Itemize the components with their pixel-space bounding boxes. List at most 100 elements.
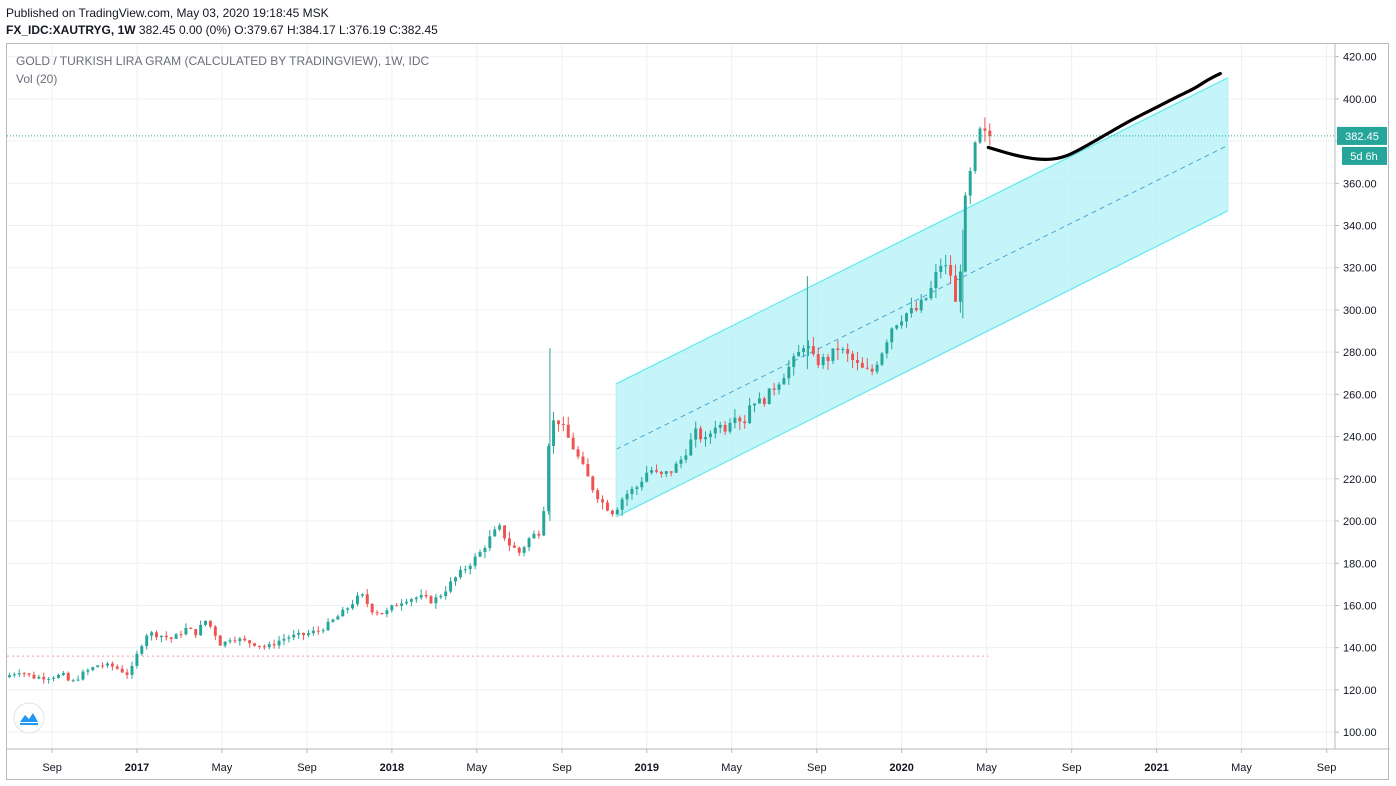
y-tick-label: 420.00 xyxy=(1343,52,1377,64)
y-tick-label: 400.00 xyxy=(1343,94,1377,106)
candle-body xyxy=(713,427,717,434)
candle-body xyxy=(954,275,957,302)
candle-body xyxy=(257,645,261,647)
candle-body xyxy=(802,348,806,352)
projection-curve[interactable] xyxy=(986,71,1222,161)
candle-body xyxy=(615,509,619,515)
candle-body xyxy=(194,629,198,636)
candle-body xyxy=(900,321,904,326)
candle-body xyxy=(140,646,144,654)
candle-body xyxy=(924,298,928,300)
candle-body xyxy=(277,640,281,646)
candle-body xyxy=(189,627,193,630)
candle-body xyxy=(767,388,771,405)
candle-body xyxy=(56,674,60,678)
parallel-channel[interactable] xyxy=(615,77,1229,518)
candle-body xyxy=(905,313,908,322)
candle-body xyxy=(591,476,595,491)
candle-body xyxy=(797,351,801,357)
candle-body xyxy=(571,437,575,450)
candle-body xyxy=(7,675,11,678)
x-tick-label: 2017 xyxy=(125,762,149,774)
candle-body xyxy=(792,356,796,367)
time-axis[interactable]: Sep 2017 May Sep 2018 May Sep 2019 May Sep 2020 May… xyxy=(42,749,1336,774)
volume-indicator-label[interactable]: Vol (20) xyxy=(16,72,57,86)
candle-body xyxy=(811,346,815,355)
candle-body xyxy=(645,472,649,482)
candle-body xyxy=(561,424,565,426)
price-axis[interactable]: 100.00 120.00 140.00 160.00 180.00 200.00 220.… xyxy=(1335,52,1377,739)
candle-body xyxy=(576,449,580,457)
candle-body xyxy=(449,581,453,592)
candle-body xyxy=(409,599,413,602)
tradingview-logo-icon[interactable] xyxy=(13,702,45,734)
candle-body xyxy=(164,635,168,638)
candle-body xyxy=(61,672,65,675)
projection-path xyxy=(986,71,1222,161)
candle-body xyxy=(507,538,511,546)
candle-body xyxy=(238,638,242,641)
candle-body xyxy=(968,170,972,196)
candle-body xyxy=(846,349,850,354)
candle-body xyxy=(679,459,683,464)
candle-body xyxy=(640,481,644,488)
y-tick-label: 340.00 xyxy=(1343,221,1377,233)
candle-body xyxy=(439,595,443,598)
last-price-value: 382.45 xyxy=(1345,131,1379,143)
candle-body xyxy=(708,433,712,438)
candle-body xyxy=(684,455,688,460)
last-price-tag: 382.45 5d 6h xyxy=(1337,126,1387,165)
candle-body xyxy=(556,420,560,425)
candle-body xyxy=(385,610,389,615)
candle-body xyxy=(880,353,884,365)
x-tick-label: Sep xyxy=(552,762,572,774)
candle-body xyxy=(860,362,864,368)
candle-body xyxy=(356,595,359,605)
y-tick-label: 140.00 xyxy=(1343,643,1377,655)
candle-body xyxy=(596,490,600,500)
candle-body xyxy=(914,307,918,311)
candle-body xyxy=(47,678,51,680)
channel-median-line xyxy=(615,144,1229,450)
candle-body xyxy=(424,595,428,597)
candle-body xyxy=(32,674,36,679)
symbol-name[interactable]: FX_IDC:XAUTRYG, 1W xyxy=(6,23,136,37)
candle-body xyxy=(110,663,114,667)
candle-body xyxy=(248,640,252,644)
candle-body xyxy=(757,398,761,404)
candle-body xyxy=(106,663,109,666)
candle-body xyxy=(125,672,129,675)
candle-body xyxy=(919,299,923,311)
x-tick-label: Sep xyxy=(42,762,62,774)
candle-body xyxy=(434,597,438,604)
y-tick-label: 240.00 xyxy=(1343,432,1377,444)
candle-body xyxy=(988,130,992,136)
candle-body xyxy=(733,417,737,423)
chart-canvas[interactable]: 100.00 120.00 140.00 160.00 180.00 200.00 220.… xyxy=(7,44,1390,781)
candle-body xyxy=(267,644,271,648)
chart-pane[interactable]: 100.00 120.00 140.00 160.00 180.00 200.00 220.… xyxy=(6,43,1390,781)
candle-body xyxy=(542,511,546,536)
candle-body xyxy=(454,577,457,582)
candle-body xyxy=(655,470,658,472)
candle-body xyxy=(610,510,614,515)
published-info: Published on TradingView.com, May 03, 20… xyxy=(6,6,329,20)
candle-body xyxy=(120,668,124,673)
x-tick-label: 2020 xyxy=(889,762,913,774)
candle-body xyxy=(753,403,756,406)
candle-body xyxy=(135,653,139,666)
candle-body xyxy=(346,608,350,610)
candle-body xyxy=(777,384,781,390)
candle-body xyxy=(772,388,776,390)
candle-body xyxy=(958,271,962,302)
candle-body xyxy=(503,525,507,539)
candle-body xyxy=(650,470,654,473)
candle-body xyxy=(909,307,913,314)
candle-body xyxy=(674,463,678,473)
candle-body xyxy=(321,630,325,632)
candle-body xyxy=(601,499,605,503)
candle-body xyxy=(311,630,315,634)
channel-lower-line xyxy=(615,210,1229,518)
candle-body xyxy=(81,671,85,680)
candle-body xyxy=(12,674,16,676)
